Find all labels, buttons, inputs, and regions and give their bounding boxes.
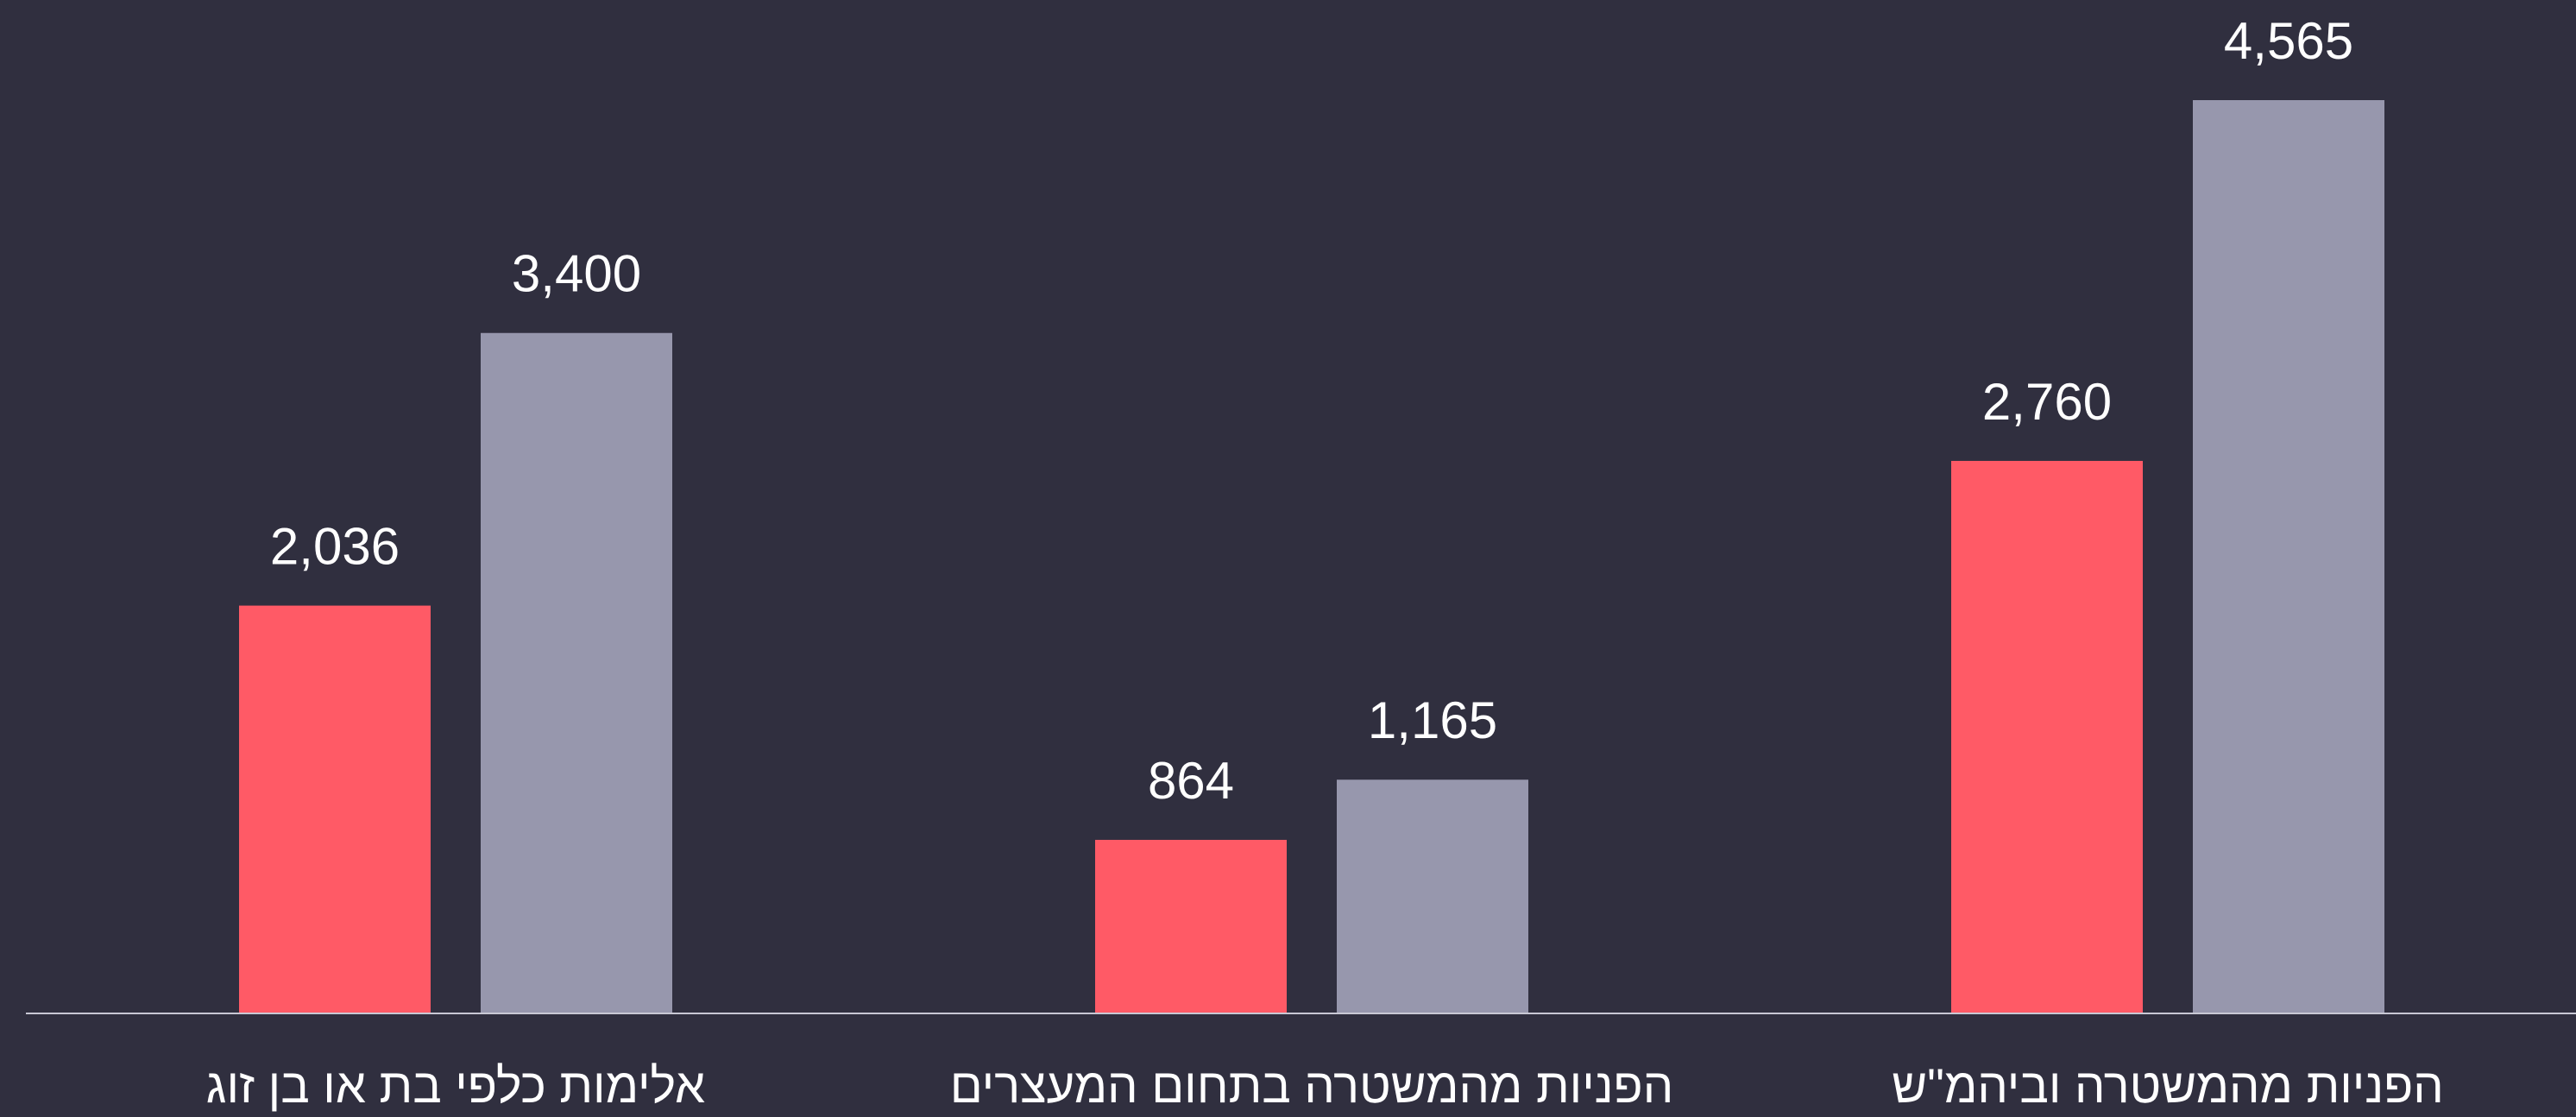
bar <box>1337 779 1528 1013</box>
data-label: 3,400 <box>512 245 641 303</box>
category-label: הפניות מהמשטרה בתחום המעצרים <box>950 1058 1673 1113</box>
bar <box>239 605 431 1013</box>
data-label: 4,565 <box>2224 12 2353 70</box>
data-label: 864 <box>1148 752 1234 810</box>
bar <box>481 332 672 1013</box>
category-label: הפניות מהמשטרה וביהמ"ש <box>1892 1058 2444 1113</box>
data-label: 2,036 <box>270 517 400 575</box>
data-label: 2,760 <box>1982 373 2112 431</box>
bar <box>1095 839 1287 1013</box>
data-label: 1,165 <box>1368 691 1497 749</box>
bar <box>2193 100 2384 1013</box>
category-label: אלימות כלפי בת או בן זוג <box>206 1058 705 1113</box>
bar <box>1951 460 2143 1013</box>
